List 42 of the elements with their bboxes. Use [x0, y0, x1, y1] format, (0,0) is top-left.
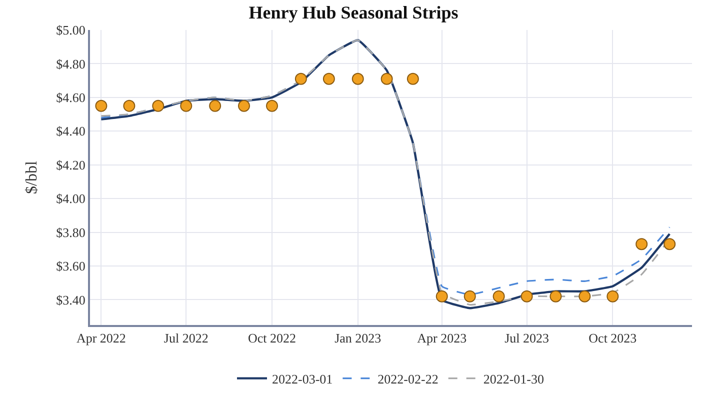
- point: [606, 290, 619, 302]
- y-tick-label: $4.80: [56, 56, 86, 72]
- point: [464, 290, 476, 302]
- legend-label: 2022-03-01: [272, 371, 333, 386]
- y-tick-label: $3.40: [56, 292, 86, 308]
- point: [352, 72, 364, 85]
- x-tick-label: Jul 2022: [164, 330, 208, 346]
- point: [266, 100, 278, 112]
- y-axis-title: $/bbl: [24, 160, 41, 194]
- point: [294, 72, 307, 85]
- point: [550, 290, 562, 302]
- x-tick-label: Oct 2023: [588, 330, 637, 346]
- legend-label: 2022-02-22: [378, 371, 438, 386]
- point: [636, 238, 648, 250]
- y-tick-label: $5.00: [56, 22, 86, 38]
- point: [520, 290, 533, 302]
- point: [238, 100, 250, 112]
- x-tick-label: Oct 2022: [248, 330, 296, 346]
- point: [322, 72, 335, 85]
- point: [380, 72, 393, 85]
- point: [406, 72, 419, 85]
- point: [180, 100, 192, 112]
- y-tick-label: $3.80: [56, 224, 86, 240]
- point: [664, 238, 676, 250]
- point: [123, 100, 136, 112]
- point: [209, 100, 222, 112]
- x-tick-label: Apr 2023: [417, 330, 467, 346]
- point: [436, 290, 448, 302]
- legend-label: 2022-01-30: [483, 371, 544, 386]
- y-tick-label: $4.60: [56, 90, 86, 105]
- chart-title: Henry Hub Seasonal Strips: [248, 2, 458, 23]
- y-tick-label: $4.20: [56, 157, 86, 172]
- point: [492, 290, 505, 302]
- y-tick-label: $3.60: [56, 258, 86, 274]
- point: [95, 100, 108, 112]
- x-tick-label: Jul 2023: [504, 330, 550, 346]
- y-tick-label: $4.00: [56, 191, 86, 206]
- x-tick-label: Jan 2023: [334, 330, 382, 346]
- point: [578, 290, 591, 302]
- point: [152, 100, 164, 112]
- x-tick-label: Apr 2022: [76, 330, 126, 346]
- y-tick-label: $4.40: [56, 124, 86, 139]
